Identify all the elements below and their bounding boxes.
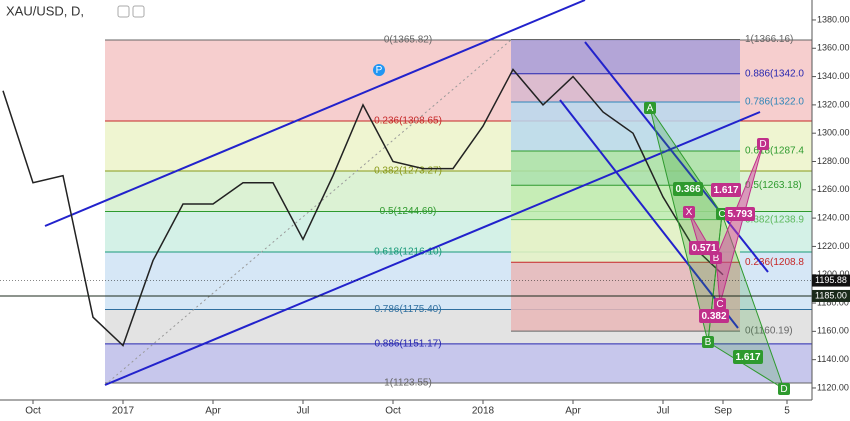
x-tick-label: 2017: [112, 406, 135, 417]
y-tick-label: 1280.00: [817, 156, 850, 166]
trend-line: [104, 39, 512, 386]
fib-label: 0.5(1263.18): [745, 180, 802, 191]
y-tick-label: 1260.00: [817, 184, 850, 194]
fib-band: [511, 39, 740, 74]
price-line: [2, 68, 724, 347]
pattern-point: [683, 206, 695, 218]
pattern-point: [702, 336, 714, 348]
x-tick-label: Jul: [657, 406, 670, 417]
fib-label: 0.5(1244.69): [380, 206, 437, 217]
x-tick-label: 2018: [472, 406, 495, 417]
ratio-box: [733, 350, 763, 364]
price-tag: [812, 274, 850, 287]
pattern-label: C: [718, 209, 725, 220]
price-axis: [812, 0, 850, 421]
pattern-label: X: [686, 207, 693, 218]
ratio-box: [689, 241, 719, 255]
pattern-point: [757, 138, 769, 150]
y-tick-label: 1160.00: [817, 326, 849, 336]
fib-label: 0.618(1287.4: [745, 146, 804, 157]
fib-label: 0.236(1208.8: [745, 257, 804, 268]
pattern-pink: [715, 143, 764, 305]
y-tick-label: 1380.00: [817, 14, 850, 24]
fib-band: [105, 343, 812, 383]
pattern-label: C: [716, 299, 723, 310]
pattern-label: D: [780, 384, 787, 395]
x-tick-label: Oct: [385, 406, 401, 417]
y-tick-label: 1300.00: [817, 128, 850, 138]
eye-icon[interactable]: [117, 5, 130, 18]
pattern-label: P: [376, 65, 383, 76]
fib-band: [511, 102, 740, 152]
price-tag-label: 1185.00: [815, 290, 847, 300]
trend-line: [104, 111, 761, 386]
y-tick-label: 1340.00: [817, 71, 850, 81]
fib-label: 0.786(1175.40): [374, 304, 441, 315]
ratio-label: 1.617: [735, 352, 760, 363]
y-tick-label: 1120.00: [817, 382, 849, 392]
axes: 1120.00 1140.00 1160.00 1180.00 1200.00 1220.…: [25, 14, 850, 417]
plot-area: 0(1365.82) 0.236(1308.65) 0.382(1273.27) 0.…: [0, 0, 812, 395]
pattern-label: D: [759, 139, 766, 150]
fib-label: 0.236(1308.65): [374, 116, 442, 127]
y-tick-label: 1320.00: [817, 99, 850, 109]
x-tick-label: Apr: [205, 406, 221, 417]
pattern-point: [373, 64, 385, 76]
fib-label: 0(1365.82): [384, 35, 432, 46]
x-tick-label: Apr: [565, 406, 581, 417]
pattern-label: B: [713, 253, 720, 264]
pattern-point: [778, 383, 790, 395]
fib-label: 1(1123.55): [384, 378, 432, 389]
price-tag-label: 1195.88: [815, 275, 847, 285]
x-tick-label: 5: [784, 406, 790, 417]
trend-line: [44, 0, 586, 227]
pattern-point: [714, 298, 726, 310]
y-tick-label: 1360.00: [817, 43, 850, 53]
time-axis: [0, 400, 812, 421]
y-tick-label: 1200.00: [817, 269, 850, 279]
ratio-label: 0.571: [691, 243, 716, 254]
fib-label: 0.382(1273.27): [374, 166, 442, 177]
pattern-point: [644, 102, 656, 114]
ratio-label: 1.617: [713, 185, 738, 196]
fib-label: 0.382(1238.9: [745, 214, 804, 225]
y-tick-label: 1180.00: [817, 297, 849, 307]
ratio-box: [725, 207, 755, 221]
price-tag: [812, 289, 850, 302]
ratio-label: 0.382: [701, 311, 726, 322]
ratio-box: [711, 183, 741, 197]
y-tick-label: 1140.00: [817, 354, 849, 364]
ratio-box: [673, 182, 703, 196]
fib-label: 1(1366.16): [745, 34, 793, 45]
x-tick-label: Sep: [714, 406, 732, 417]
pattern-label: A: [647, 103, 654, 114]
fib-label: 0.618(1216.10): [374, 247, 442, 258]
fib-label: 0.786(1322.0: [745, 97, 804, 108]
symbol-title: XAU/USD, D,: [6, 3, 84, 18]
pattern-label: B: [705, 337, 712, 348]
y-tick-label: 1240.00: [817, 212, 850, 222]
trend-line: [559, 99, 739, 329]
ratio-label: 5.793: [727, 209, 752, 220]
ratio-box: [699, 309, 729, 323]
settings-icon[interactable]: [132, 5, 145, 18]
fib-label: 0(1160.19): [745, 326, 793, 337]
fib-band: [511, 73, 740, 103]
x-tick-label: Jul: [297, 406, 310, 417]
fib-label: 0.886(1151.17): [374, 338, 441, 349]
ratio-label: 0.366: [675, 184, 700, 195]
x-tick-label: Oct: [25, 406, 41, 417]
fib-label: 0.886(1342.0: [745, 68, 804, 79]
y-tick-label: 1220.00: [817, 241, 850, 251]
